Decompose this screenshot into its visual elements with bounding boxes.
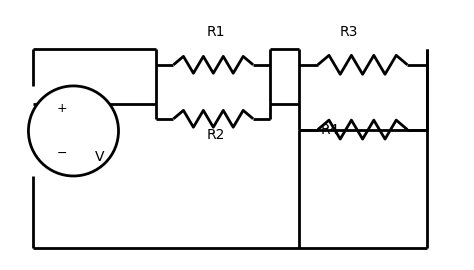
- Text: +: +: [56, 102, 67, 114]
- Ellipse shape: [28, 86, 118, 176]
- Text: R4: R4: [320, 123, 338, 137]
- Text: R1: R1: [206, 25, 225, 39]
- Text: R2: R2: [207, 128, 225, 142]
- Text: −: −: [56, 147, 67, 160]
- Text: R3: R3: [339, 25, 357, 39]
- Text: V: V: [95, 150, 104, 164]
